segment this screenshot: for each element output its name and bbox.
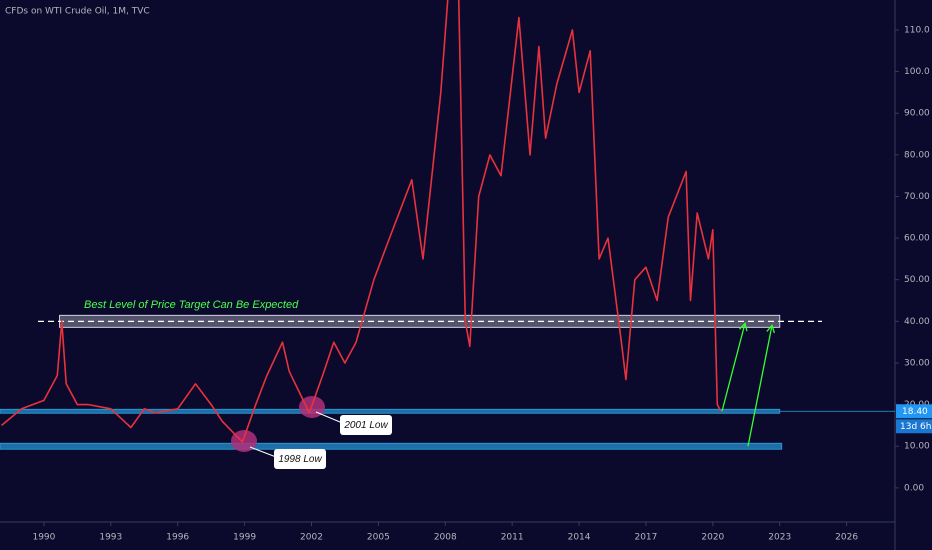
projection-arrow bbox=[721, 323, 746, 412]
x-tick-label: 1999 bbox=[233, 533, 256, 543]
x-tick-label: 2023 bbox=[768, 533, 791, 543]
y-tick-label: 90.00 bbox=[904, 109, 930, 119]
label-layer: 0.0010.0020.0030.0040.0050.0060.0070.008… bbox=[32, 25, 932, 543]
y-tick-label: 30.00 bbox=[904, 358, 930, 368]
y-tick-label: 50.00 bbox=[904, 275, 930, 285]
chart-title: CFDs on WTI Crude Oil, 1M, TVC bbox=[5, 7, 150, 17]
y-tick-label: 70.00 bbox=[904, 192, 930, 202]
x-tick-label: 2017 bbox=[634, 533, 657, 543]
label-box-2001 bbox=[340, 415, 392, 435]
x-tick-label: 1996 bbox=[166, 533, 189, 543]
projection-arrow-head bbox=[739, 322, 748, 332]
projection-arrow bbox=[747, 325, 773, 447]
y-tick-label: 110.0 bbox=[904, 25, 930, 35]
x-tick-label: 2005 bbox=[367, 533, 390, 543]
y-tick-label: 100.0 bbox=[904, 67, 930, 77]
countdown-tag bbox=[896, 419, 932, 434]
callout-1998 bbox=[249, 446, 277, 458]
price-layer bbox=[1, 0, 722, 443]
low-2001-line bbox=[0, 408, 781, 414]
price-line bbox=[1, 0, 722, 443]
y-tick-label: 80.00 bbox=[904, 150, 930, 160]
low-1998-marker bbox=[231, 430, 257, 452]
x-tick-label: 2020 bbox=[701, 533, 724, 543]
target-annotation: Best Level of Price Target Can Be Expect… bbox=[84, 299, 299, 311]
x-tick-label: 2014 bbox=[568, 533, 591, 543]
x-tick-label: 2008 bbox=[434, 533, 457, 543]
label-box-1998 bbox=[274, 449, 326, 469]
low-1998-line bbox=[0, 442, 783, 450]
last-price-label: 18.40 bbox=[902, 407, 928, 417]
x-tick-label: 2026 bbox=[835, 533, 858, 543]
y-tick-label: 40.00 bbox=[904, 317, 930, 327]
x-tick-label: 1990 bbox=[32, 533, 55, 543]
y-tick-label: 10.00 bbox=[904, 442, 930, 452]
y-tick-label: 60.00 bbox=[904, 234, 930, 244]
x-tick-label: 1993 bbox=[99, 533, 122, 543]
callout-2001 bbox=[315, 411, 341, 423]
label-2001-low: 2001 Low bbox=[343, 420, 388, 431]
projection-arrow-head bbox=[766, 324, 776, 334]
countdown-label: 13d 6h bbox=[900, 422, 931, 432]
x-tick-label: 2011 bbox=[501, 533, 524, 543]
y-tick-label: 0.00 bbox=[904, 483, 924, 493]
label-1998-low: 1998 Low bbox=[278, 454, 322, 465]
last-price-tag bbox=[896, 404, 932, 419]
x-tick-label: 2002 bbox=[300, 533, 323, 543]
